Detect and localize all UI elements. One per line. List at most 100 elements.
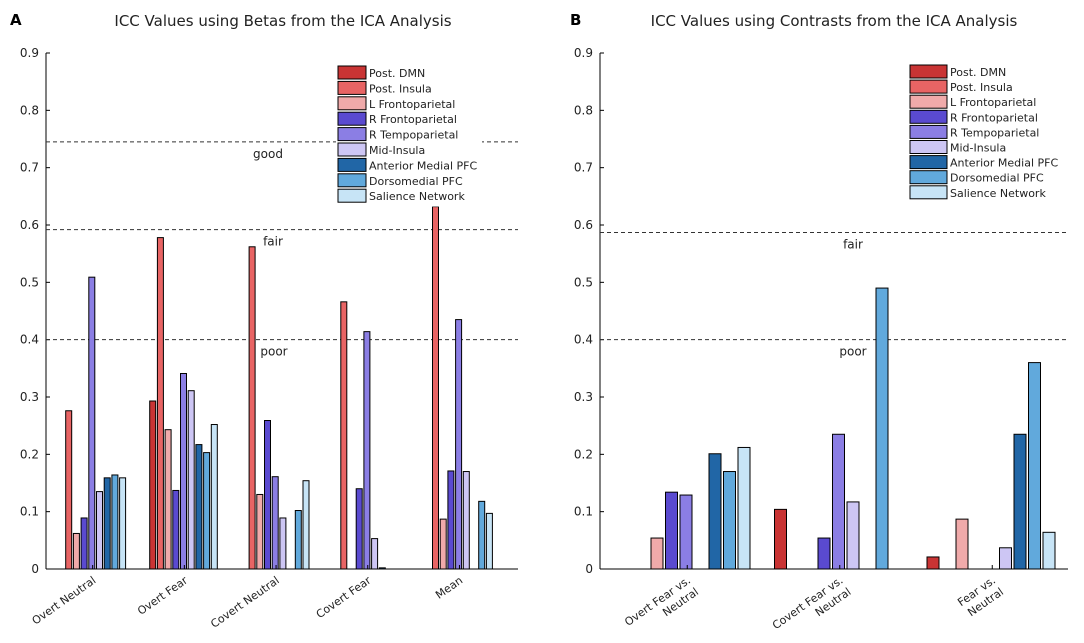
legend-label: Post. Insula bbox=[369, 82, 432, 95]
bar bbox=[846, 501, 860, 570]
threshold-label: poor bbox=[260, 345, 287, 359]
bar bbox=[478, 500, 486, 570]
bar bbox=[156, 237, 164, 570]
legend-label: R Tempoparietal bbox=[950, 126, 1039, 139]
y-tick-label: 0 bbox=[585, 562, 593, 576]
bar bbox=[96, 491, 103, 570]
x-category-label: Covert Fear vs.Neutral bbox=[770, 574, 853, 643]
legend-label: Dorsomedial PFC bbox=[950, 172, 1044, 185]
y-tick-label: 0.7 bbox=[20, 161, 39, 175]
legend-swatch bbox=[909, 170, 948, 185]
bar bbox=[172, 489, 180, 570]
bar bbox=[1028, 362, 1041, 570]
legend-swatch bbox=[909, 64, 948, 79]
legend-label: Post. DMN bbox=[369, 67, 425, 80]
legend-swatch bbox=[909, 155, 948, 170]
y-tick-label: 0.5 bbox=[574, 275, 593, 289]
bar bbox=[1013, 433, 1027, 570]
bar bbox=[119, 477, 127, 570]
legend-label: Post. Insula bbox=[950, 81, 1013, 94]
legend-swatch bbox=[337, 142, 367, 157]
bar bbox=[302, 480, 310, 570]
legend-swatch bbox=[909, 185, 948, 200]
threshold-label: poor bbox=[839, 345, 866, 359]
bar bbox=[679, 494, 693, 570]
bar bbox=[180, 372, 187, 570]
threshold-label: fair bbox=[263, 235, 283, 249]
bar bbox=[279, 517, 287, 570]
bar bbox=[650, 537, 664, 570]
y-tick-label: 0.5 bbox=[20, 275, 39, 289]
bar bbox=[875, 287, 889, 570]
legend-swatch bbox=[909, 124, 948, 139]
y-tick-label: 0.6 bbox=[574, 218, 593, 232]
legend-swatch bbox=[909, 94, 948, 109]
y-tick-label: 0.3 bbox=[574, 390, 593, 404]
legend-swatch bbox=[337, 111, 367, 126]
y-tick-label: 0.1 bbox=[20, 505, 39, 519]
bar bbox=[462, 471, 470, 570]
bar bbox=[210, 424, 218, 570]
legend-swatch bbox=[337, 65, 367, 80]
panel-a: A ICC Values using Betas from the ICA Ana… bbox=[10, 11, 518, 631]
bar bbox=[723, 471, 736, 570]
legend-label: Post. DMN bbox=[950, 66, 1006, 79]
legend-label: R Tempoparietal bbox=[369, 129, 458, 142]
bar bbox=[439, 518, 447, 570]
chart-title: ICC Values using Betas from the ICA Anal… bbox=[114, 12, 451, 30]
y-tick-label: 0.8 bbox=[574, 103, 593, 117]
bar bbox=[203, 452, 211, 570]
x-category-label: Covert Fear bbox=[314, 574, 374, 622]
y-tick-label: 0.7 bbox=[574, 161, 593, 175]
bar bbox=[371, 538, 379, 570]
legend-swatch bbox=[337, 80, 367, 95]
bar bbox=[88, 276, 96, 570]
bar bbox=[72, 532, 80, 570]
bar bbox=[955, 518, 969, 570]
bar bbox=[164, 429, 172, 570]
y-tick-label: 0.4 bbox=[20, 333, 39, 347]
y-tick-label: 0.3 bbox=[20, 390, 39, 404]
bar bbox=[65, 410, 73, 570]
bar bbox=[271, 476, 279, 570]
bar bbox=[80, 517, 88, 570]
legend-label: Anterior Medial PFC bbox=[950, 157, 1058, 170]
bar bbox=[432, 206, 439, 570]
bar bbox=[355, 488, 363, 570]
x-category-label: Overt Neutral bbox=[30, 574, 99, 628]
legend-swatch bbox=[909, 140, 948, 154]
legend-swatch bbox=[909, 79, 948, 94]
bar bbox=[665, 491, 678, 570]
legend-swatch bbox=[337, 173, 367, 188]
panel-letter: A bbox=[10, 11, 22, 29]
bar bbox=[149, 400, 157, 570]
y-tick-label: 0.9 bbox=[20, 46, 39, 60]
bar bbox=[817, 537, 831, 570]
bar bbox=[195, 444, 203, 570]
bar bbox=[340, 301, 348, 570]
bar bbox=[111, 474, 119, 570]
legend-swatch bbox=[337, 96, 367, 111]
y-tick-label: 0.6 bbox=[20, 218, 39, 232]
legend-label: Salience Network bbox=[369, 190, 465, 203]
bar bbox=[832, 433, 845, 570]
panel-b: B ICC Values using Contrasts from the ICA… bbox=[570, 11, 1068, 643]
y-tick-label: 0.4 bbox=[574, 333, 593, 347]
bar bbox=[248, 246, 256, 570]
legend-label: L Frontoparietal bbox=[950, 96, 1036, 109]
threshold-label: good bbox=[253, 147, 283, 161]
bar bbox=[187, 390, 195, 570]
bar bbox=[485, 512, 493, 570]
y-tick-label: 0.8 bbox=[20, 103, 39, 117]
bar bbox=[737, 446, 751, 570]
legend-label: Dorsomedial PFC bbox=[369, 175, 463, 188]
x-category-label: Overt Fear bbox=[135, 574, 190, 618]
bar bbox=[774, 508, 787, 570]
x-category-label: Fear vs.Neutral bbox=[955, 574, 1006, 621]
legend-label: R Frontoparietal bbox=[369, 113, 457, 126]
bar bbox=[455, 319, 463, 570]
legend-label: R Frontoparietal bbox=[950, 111, 1038, 124]
x-category-label: Covert Neutral bbox=[208, 574, 282, 631]
bar bbox=[256, 493, 264, 570]
